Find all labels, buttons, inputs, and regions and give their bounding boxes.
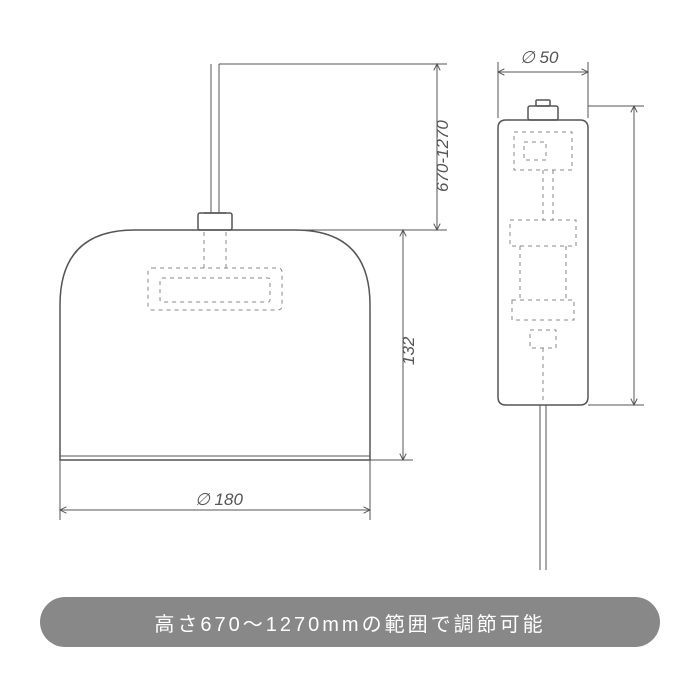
label-adapter-diameter: ∅ 50: [520, 48, 558, 68]
technical-drawing: ∅ 180 132 670-1270 ∅ 50 高さ670～1270mmの範囲で…: [0, 0, 700, 700]
label-shade-diameter: ∅ 180: [195, 490, 243, 510]
label-cord-range: 670-1270: [433, 120, 453, 192]
caption-bar: 高さ670～1270mmの範囲で調節可能: [40, 597, 660, 647]
dim-cord-range: [219, 64, 447, 230]
adapter-elevation: [498, 100, 588, 570]
pendant-elevation: [60, 64, 370, 460]
label-shade-height: 132: [399, 337, 419, 365]
dim-adapter-height: [588, 106, 644, 405]
caption-text: 高さ670～1270mmの範囲で調節可能: [154, 608, 545, 637]
dim-adapter-diameter: [498, 62, 588, 118]
drawing-svg: [0, 0, 700, 700]
